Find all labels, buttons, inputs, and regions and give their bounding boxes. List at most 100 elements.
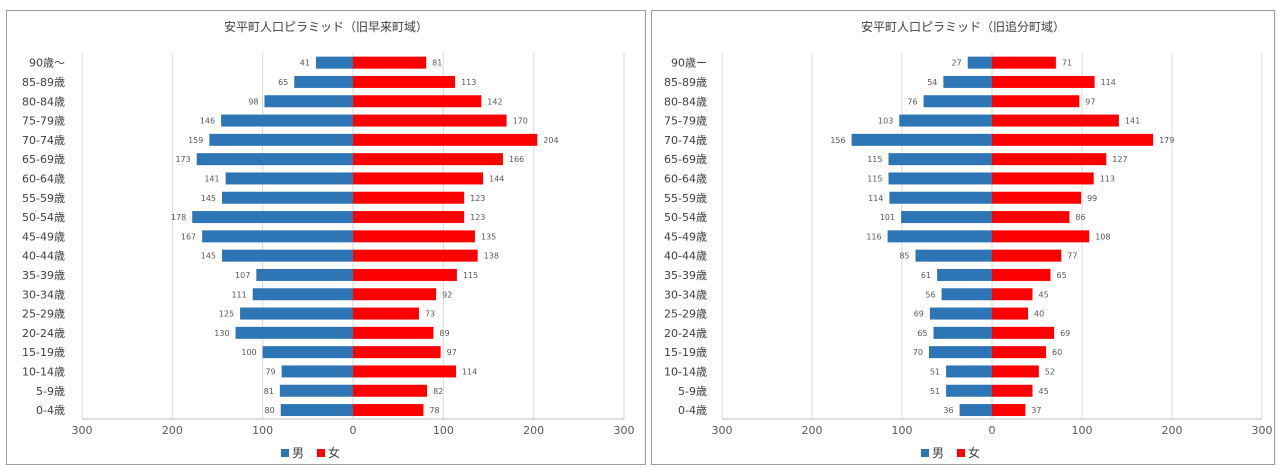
y-category-label: 70-74歳 <box>22 134 65 147</box>
data-label-male: 36 <box>943 406 953 415</box>
data-label-male: 145 <box>201 194 216 203</box>
bar-male <box>196 153 353 166</box>
bar-male <box>923 95 992 108</box>
legend-label-female: 女 <box>328 445 340 460</box>
data-label-female: 115 <box>463 271 478 280</box>
data-label-female: 73 <box>425 310 435 319</box>
bar-female <box>992 326 1055 339</box>
bar-male <box>888 172 992 185</box>
y-category-label: 5-9歳 <box>678 385 707 398</box>
bar-female <box>992 211 1070 224</box>
data-label-male: 65 <box>278 78 288 87</box>
bar-male <box>888 153 992 166</box>
y-category-label: 40-44歳 <box>664 250 707 263</box>
bar-female <box>353 268 457 281</box>
bar-female <box>353 288 437 301</box>
pyramid-chart: 安平町人口ピラミッド（旧早来町域） 300 200 100 0 100 200 300 90歳～… <box>22 19 634 460</box>
bar-female <box>353 249 478 262</box>
x-tick-label: 200 <box>523 424 544 437</box>
data-label-male: 146 <box>200 117 215 126</box>
bar-female <box>992 365 1039 378</box>
data-label-female: 138 <box>484 252 499 261</box>
data-label-female: 45 <box>1039 387 1049 396</box>
data-label-female: 123 <box>470 213 485 222</box>
data-label-female: 89 <box>439 329 449 338</box>
data-label-female: 114 <box>1101 78 1116 87</box>
legend-label-male: 男 <box>932 446 944 460</box>
bar-male <box>279 384 353 397</box>
bar-male <box>899 114 992 127</box>
y-category-label: 90歳～ <box>29 57 65 70</box>
y-category-label: 80-84歳 <box>22 95 65 108</box>
data-label-female: 142 <box>487 97 502 106</box>
data-label-female: 69 <box>1060 329 1070 338</box>
bar-male <box>915 249 992 262</box>
data-label-female: 92 <box>442 290 452 299</box>
bar-male <box>280 404 353 417</box>
data-label-female: 123 <box>470 194 485 203</box>
data-label-male: 51 <box>930 367 940 376</box>
data-label-male: 76 <box>907 97 917 106</box>
bar-female <box>992 114 1119 127</box>
bar-female <box>353 95 482 108</box>
data-label-female: 108 <box>1095 232 1110 241</box>
data-label-male: 125 <box>219 310 234 319</box>
data-label-male: 81 <box>264 387 274 396</box>
bar-female <box>353 172 484 185</box>
bar-male <box>315 56 353 69</box>
bar-male <box>252 288 353 301</box>
bar-male <box>202 230 353 243</box>
data-label-female: 97 <box>447 348 457 357</box>
bar-female <box>353 307 419 320</box>
data-label-female: 77 <box>1067 252 1077 261</box>
y-category-label: 65-69歳 <box>664 153 707 166</box>
data-label-female: 82 <box>433 387 443 396</box>
y-category-label: 30-34歳 <box>664 288 707 301</box>
y-category-label: 55-59歳 <box>22 192 65 205</box>
data-label-female: 86 <box>1075 213 1085 222</box>
data-label-male: 107 <box>235 271 250 280</box>
bar-female <box>992 95 1080 108</box>
bar-male <box>967 56 992 69</box>
data-label-female: 60 <box>1052 348 1062 357</box>
bar-male <box>209 133 353 146</box>
data-label-male: 159 <box>188 136 203 145</box>
data-label-female: 170 <box>513 117 528 126</box>
data-label-male: 51 <box>930 387 940 396</box>
bar-male <box>946 384 992 397</box>
y-category-label: 75-79歳 <box>22 115 65 128</box>
y-category-label: 70-74歳 <box>664 134 707 147</box>
data-label-female: 52 <box>1045 367 1055 376</box>
y-category-label: 45-49歳 <box>22 230 65 243</box>
data-label-male: 130 <box>214 329 229 338</box>
bar-female <box>992 133 1154 146</box>
y-category-label: 10-14歳 <box>664 365 707 378</box>
legend-label-female: 女 <box>968 445 980 460</box>
x-tick-label: 200 <box>802 424 823 437</box>
x-tick-label: 300 <box>1252 424 1273 437</box>
data-label-male: 115 <box>867 174 882 183</box>
y-category-label: 15-19歳 <box>22 346 65 359</box>
bar-female <box>353 384 428 397</box>
bar-female <box>353 153 503 166</box>
data-label-female: 65 <box>1057 271 1067 280</box>
data-label-male: 27 <box>952 59 962 68</box>
y-category-label: 50-54歳 <box>22 211 65 224</box>
data-label-male: 115 <box>867 155 882 164</box>
data-label-male: 69 <box>914 310 924 319</box>
bar-female <box>353 230 475 243</box>
bar-female <box>353 191 465 204</box>
data-label-female: 97 <box>1085 97 1095 106</box>
bar-female <box>992 268 1051 281</box>
data-label-male: 145 <box>201 252 216 261</box>
chart-title: 安平町人口ピラミッド（旧早来町域） <box>224 19 428 34</box>
data-label-female: 113 <box>1100 174 1115 183</box>
y-category-label: 5-9歳 <box>36 385 65 398</box>
y-category-label: 85-89歳 <box>664 76 707 89</box>
bar-male <box>281 365 353 378</box>
bar-male <box>192 211 353 224</box>
bar-female <box>353 211 465 224</box>
bar-male <box>933 326 992 339</box>
x-tick-label: 200 <box>162 424 183 437</box>
bar-male <box>941 288 992 301</box>
